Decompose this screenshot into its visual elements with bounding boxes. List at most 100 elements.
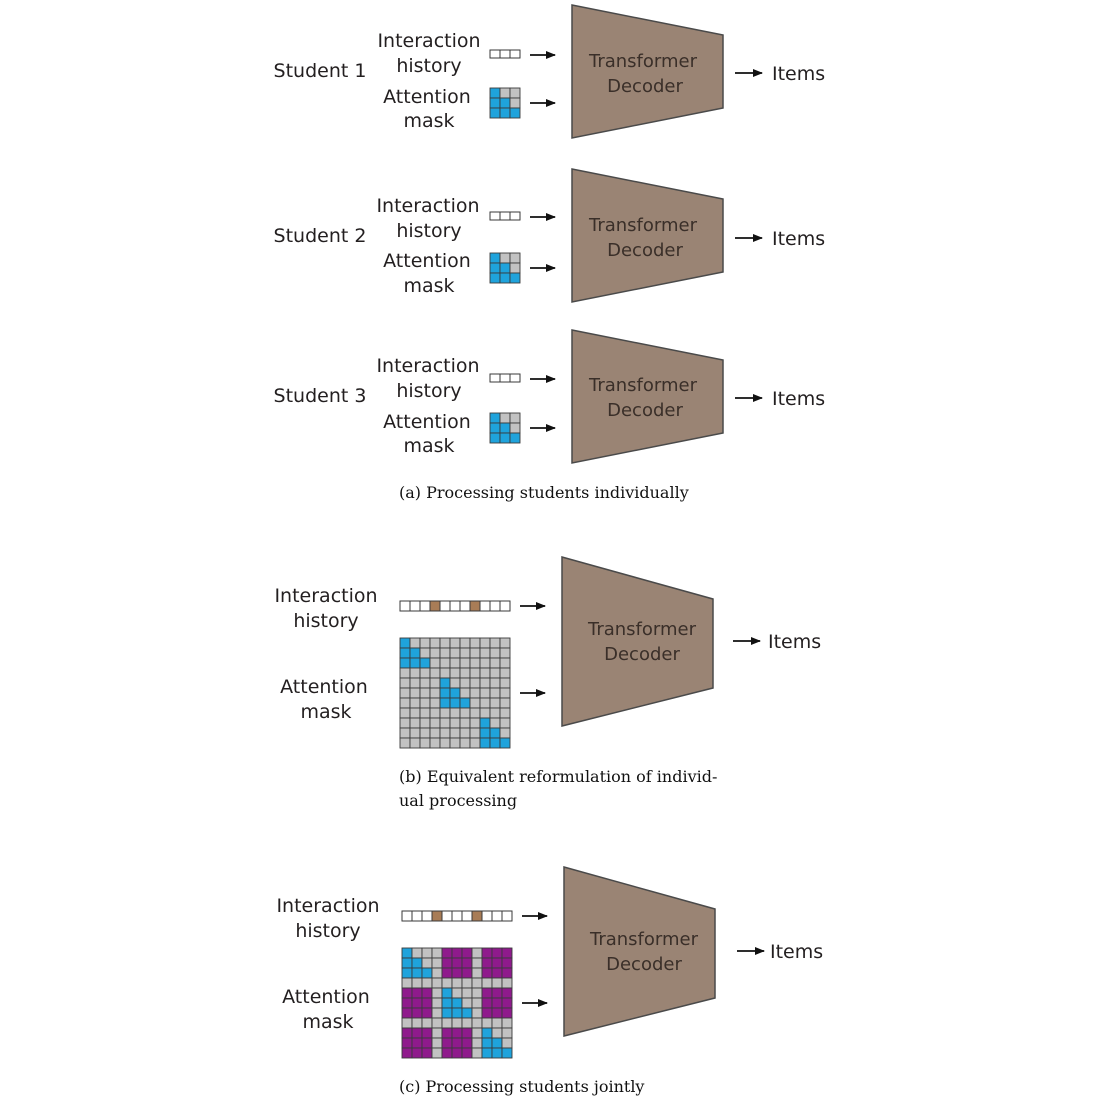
mask-cell	[459, 717, 471, 729]
mask-cell	[481, 967, 493, 979]
mask-cell	[441, 987, 453, 999]
mask-cell	[399, 697, 411, 709]
mask-cell	[499, 87, 511, 99]
history-cell	[441, 910, 453, 922]
mask-cell	[499, 707, 511, 719]
mask-cell	[461, 957, 473, 969]
mask-cell	[439, 677, 451, 689]
mask-cell	[459, 637, 471, 649]
history-cell	[409, 600, 421, 612]
mask-cell	[451, 977, 463, 989]
mask-cell	[429, 737, 441, 749]
attention-mask-grid	[401, 947, 513, 1059]
interaction-history-strip	[489, 373, 521, 383]
mask-cell	[469, 727, 481, 739]
mask-cell	[501, 997, 513, 1009]
attention-mask-label-line2: mask	[403, 110, 454, 132]
history-cell	[421, 910, 433, 922]
mask-cell	[409, 717, 421, 729]
decoder-label-line2: Decoder	[604, 644, 680, 665]
decoder-label-line1: Transformer	[588, 375, 698, 396]
mask-cell	[451, 997, 463, 1009]
items-output-label: Items	[772, 228, 825, 250]
mask-cell	[491, 997, 503, 1009]
mask-cell	[429, 727, 441, 739]
mask-cell	[409, 677, 421, 689]
attention-mask-label-line2: mask	[300, 701, 351, 723]
mask-cell	[401, 1047, 413, 1059]
transformer-decoder-block	[571, 4, 724, 139]
mask-cell	[499, 637, 511, 649]
mask-cell	[399, 677, 411, 689]
interaction-history-strip	[399, 600, 511, 612]
mask-cell	[439, 647, 451, 659]
history-cell	[419, 600, 431, 612]
history-cell	[499, 49, 511, 59]
history-cell	[499, 373, 511, 383]
mask-cell	[469, 637, 481, 649]
mask-cell	[481, 977, 493, 989]
mask-cell	[419, 737, 431, 749]
mask-cell	[431, 1047, 443, 1059]
mask-cell	[499, 687, 511, 699]
mask-cell	[471, 1007, 483, 1019]
mask-cell	[429, 707, 441, 719]
mask-cell	[491, 967, 503, 979]
history-cell	[499, 600, 511, 612]
mask-cell	[491, 1037, 503, 1049]
mask-cell	[419, 707, 431, 719]
interaction-history-label-line2: history	[396, 220, 461, 242]
mask-cell	[449, 657, 461, 669]
panel-a-caption: (a) Processing students individually	[399, 483, 689, 502]
mask-cell	[439, 717, 451, 729]
mask-cell	[489, 717, 501, 729]
transformer-decoder-block	[561, 556, 714, 727]
mask-cell	[419, 717, 431, 729]
mask-cell	[459, 697, 471, 709]
mask-cell	[489, 647, 501, 659]
decoder-label-line1: Transformer	[588, 215, 698, 236]
mask-cell	[501, 1037, 513, 1049]
mask-cell	[469, 667, 481, 679]
mask-cell	[401, 977, 413, 989]
mask-cell	[409, 657, 421, 669]
mask-cell	[489, 272, 501, 284]
mask-cell	[469, 687, 481, 699]
mask-cell	[479, 657, 491, 669]
mask-cell	[509, 272, 521, 284]
mask-cell	[451, 967, 463, 979]
history-cell	[489, 49, 501, 59]
attention-mask-label-line1: Attention	[383, 250, 471, 272]
mask-cell	[499, 667, 511, 679]
history-cell	[411, 910, 423, 922]
mask-cell	[489, 667, 501, 679]
mask-cell	[411, 1047, 423, 1059]
mask-cell	[481, 1007, 493, 1019]
history-cell	[399, 600, 411, 612]
mask-cell	[449, 727, 461, 739]
mask-cell	[411, 977, 423, 989]
mask-cell	[499, 262, 511, 274]
mask-cell	[479, 687, 491, 699]
mask-cell	[409, 707, 421, 719]
mask-cell	[399, 717, 411, 729]
mask-cell	[419, 687, 431, 699]
mask-cell	[469, 707, 481, 719]
mask-cell	[509, 262, 521, 274]
attention-mask-grid	[399, 637, 511, 749]
mask-cell	[451, 1027, 463, 1039]
mask-cell	[441, 1007, 453, 1019]
items-output-label: Items	[768, 631, 821, 653]
mask-cell	[491, 987, 503, 999]
mask-cell	[411, 997, 423, 1009]
mask-cell	[469, 677, 481, 689]
panel-a: Student 1 Interaction history Attention …	[274, 4, 825, 502]
mask-cell	[451, 957, 463, 969]
mask-cell	[399, 637, 411, 649]
mask-cell	[421, 947, 433, 959]
mask-cell	[449, 647, 461, 659]
mask-cell	[401, 947, 413, 959]
mask-cell	[489, 697, 501, 709]
attention-mask-label-line1: Attention	[383, 411, 471, 433]
student-label: Student 2	[274, 225, 367, 247]
